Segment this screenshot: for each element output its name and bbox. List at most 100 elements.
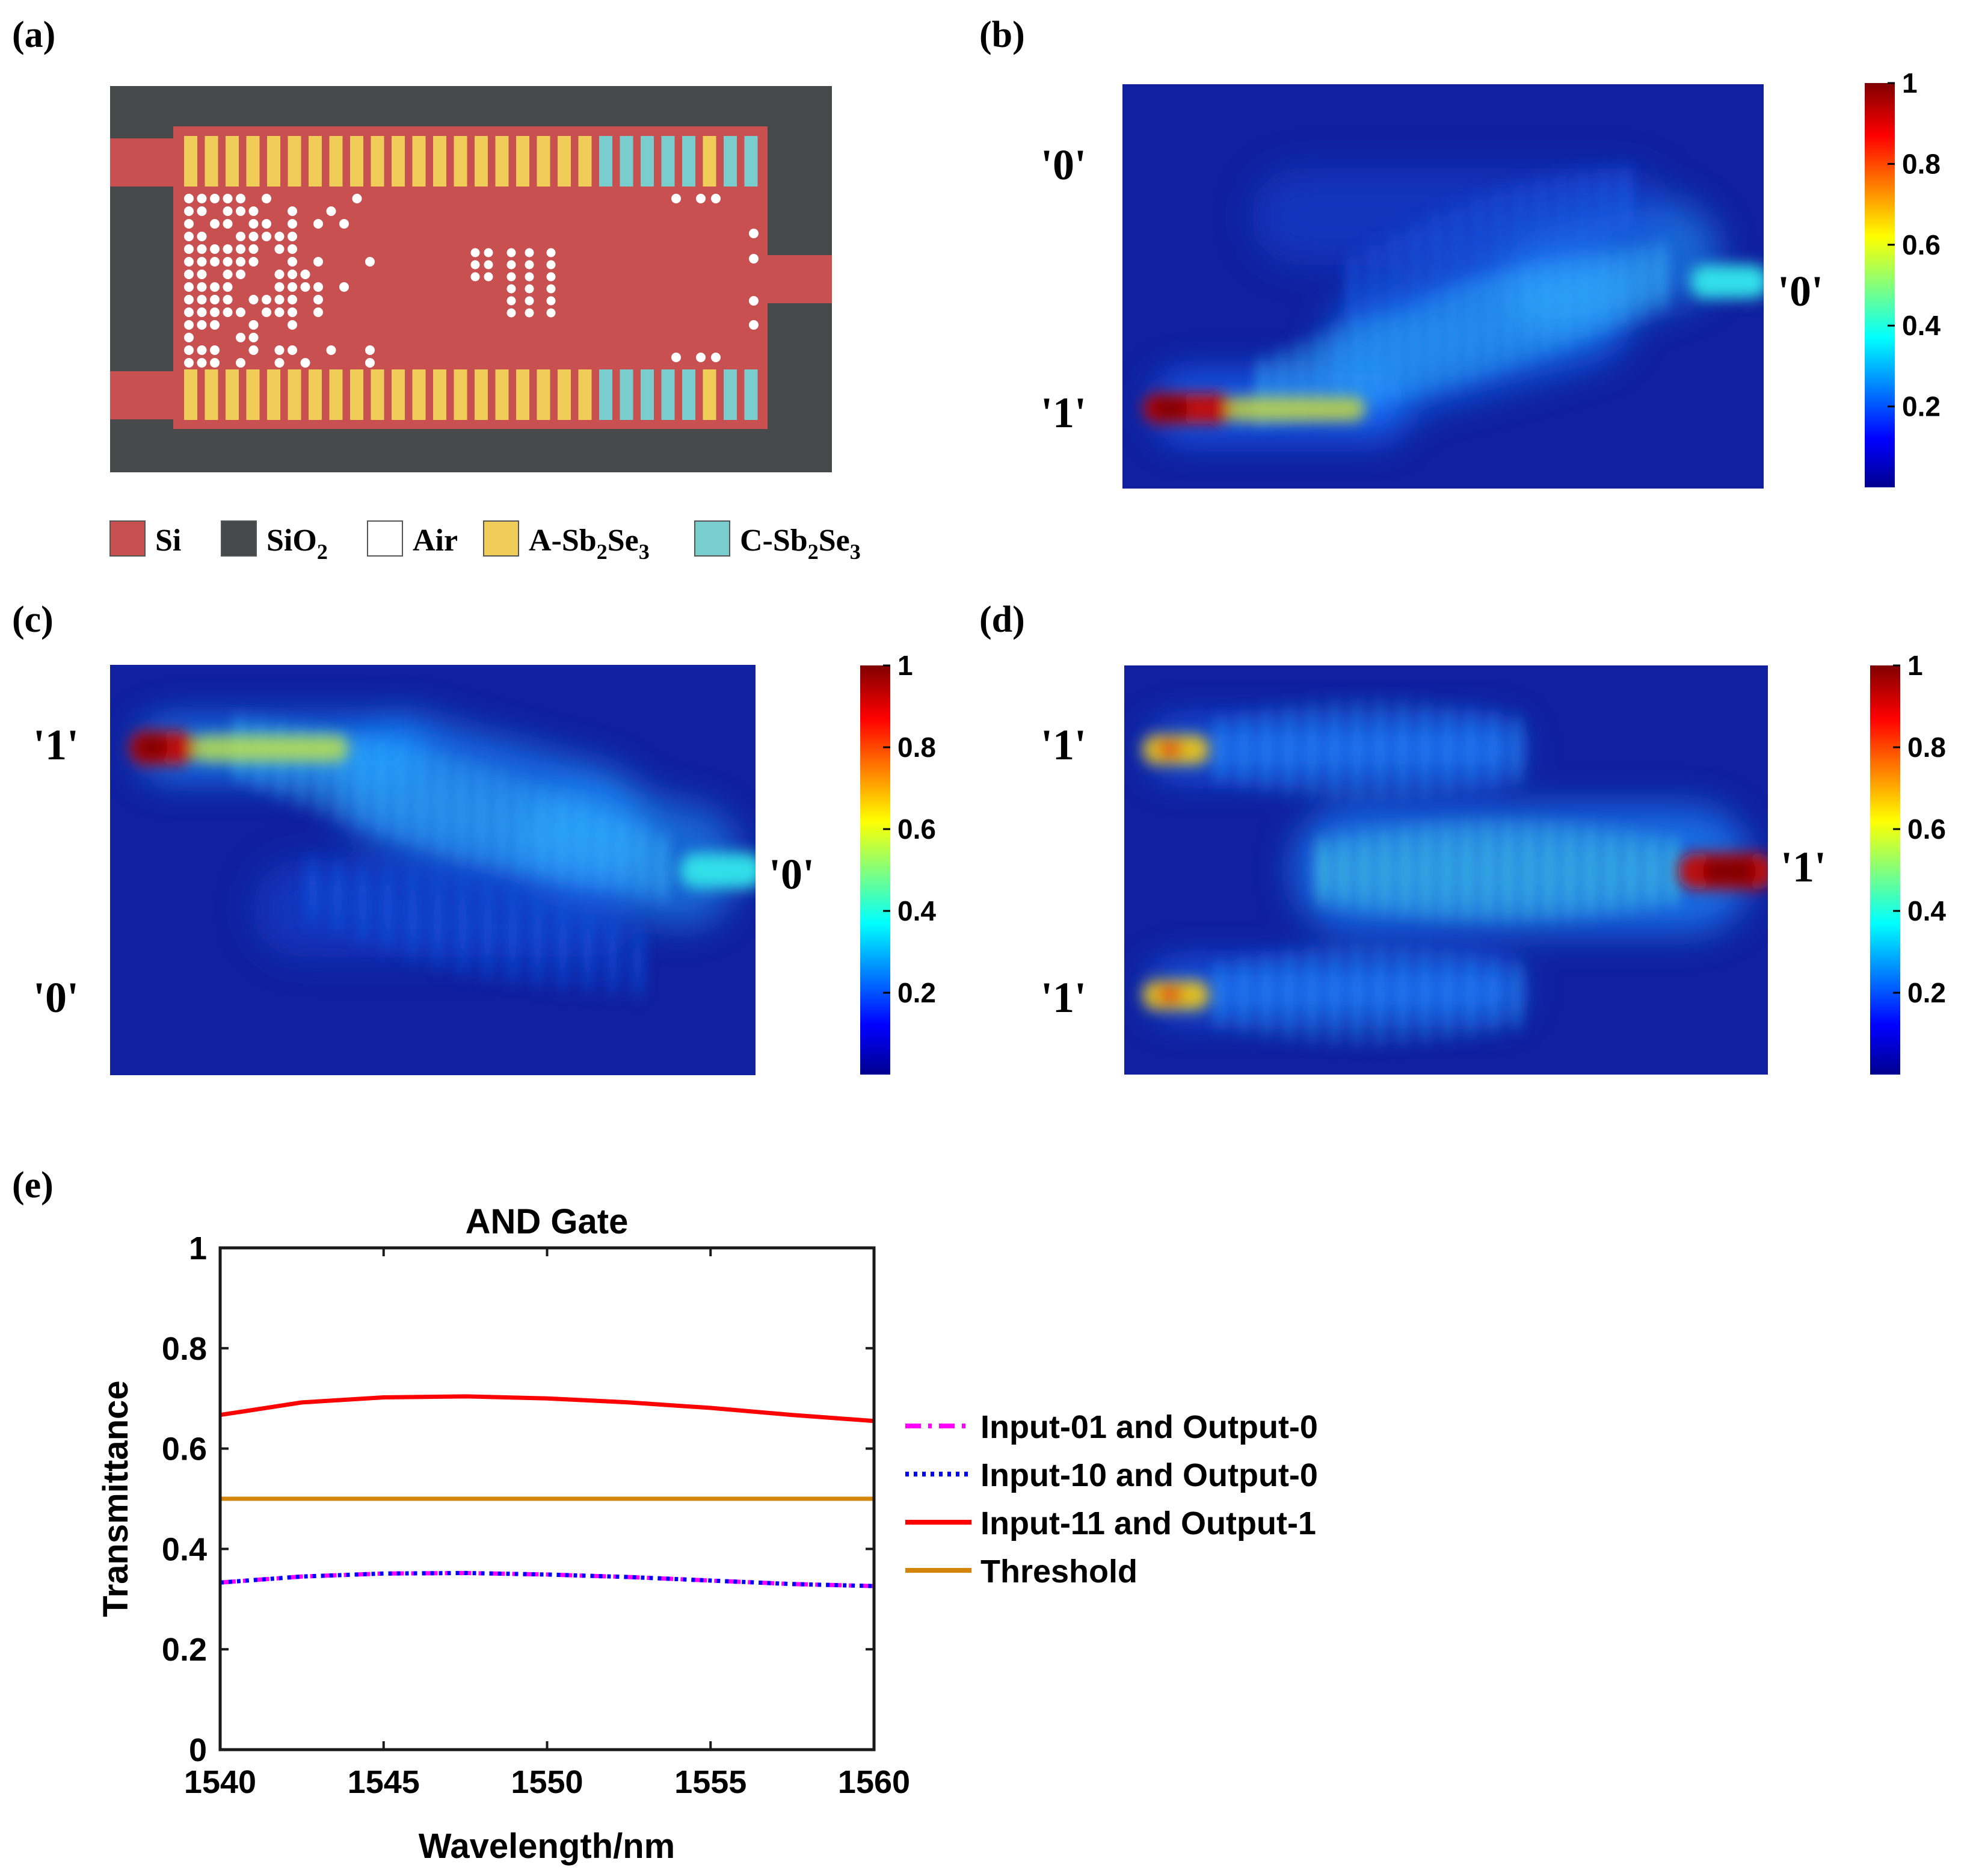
field-fringe xyxy=(1577,168,1588,258)
air-hole xyxy=(197,307,207,317)
pcm-strip xyxy=(475,136,488,187)
field-map-d xyxy=(1124,665,1768,1075)
air-hole xyxy=(274,307,285,317)
air-hole xyxy=(184,270,194,279)
field-fringe xyxy=(1584,822,1596,920)
field-fringe xyxy=(1238,954,1249,1036)
field-fringe xyxy=(1617,246,1628,329)
pcm-strip xyxy=(184,369,197,420)
colorbar-tick-label: 0.2 xyxy=(1907,977,1946,1008)
air-hole xyxy=(546,260,556,270)
pcm-strip xyxy=(495,369,509,420)
air-hole xyxy=(525,308,534,318)
pcm-strip xyxy=(350,136,363,187)
field-fringe xyxy=(1447,282,1458,391)
air-hole xyxy=(223,270,233,279)
field-fringe xyxy=(1314,330,1326,419)
field-fringe xyxy=(1535,175,1547,277)
field-fringe xyxy=(1523,818,1534,925)
pcm-strip xyxy=(620,369,633,420)
field-fringe xyxy=(1397,696,1408,803)
colorbar-tick-label: 0.2 xyxy=(897,977,936,1008)
port-label-b-top: '0' xyxy=(1041,141,1086,189)
legend-label-4: Threshold xyxy=(980,1554,1137,1590)
pcm-strip xyxy=(246,369,260,420)
air-hole xyxy=(711,353,721,362)
field-fringe xyxy=(656,830,667,903)
field-fringe xyxy=(1400,822,1411,920)
air-hole xyxy=(236,270,245,279)
field-fringe xyxy=(1352,696,1363,804)
pcm-strip xyxy=(558,136,571,187)
pcm-strips-top xyxy=(184,136,758,187)
air-hole xyxy=(184,232,194,241)
air-hole xyxy=(184,282,194,292)
pcm-strip xyxy=(558,369,571,420)
air-hole xyxy=(210,219,220,229)
air-hole xyxy=(484,260,493,270)
pcm-strip xyxy=(412,136,426,187)
field-fringe xyxy=(1397,942,1408,1049)
y-tick-label: 0.2 xyxy=(162,1632,207,1668)
field-fringe xyxy=(1619,162,1630,235)
air-hole xyxy=(525,272,534,282)
pcm-strip xyxy=(495,136,509,187)
air-hole xyxy=(248,345,259,355)
legend-swatch-c-sb2se3 xyxy=(694,520,730,557)
air-hole xyxy=(365,257,375,267)
y-tick-label: 1 xyxy=(189,1230,207,1267)
air-hole xyxy=(352,194,362,203)
air-hole xyxy=(749,254,759,264)
pcm-strip xyxy=(226,369,239,420)
field-fringe xyxy=(636,822,647,900)
colorbar-tick-label: 0.8 xyxy=(897,732,936,763)
air-hole xyxy=(274,345,285,355)
air-hole xyxy=(184,345,194,355)
pcm-strip xyxy=(620,136,633,187)
colorbar-tick-label: 0.6 xyxy=(897,813,936,845)
air-hole xyxy=(506,272,516,282)
pcm-strip xyxy=(329,136,343,187)
air-hole xyxy=(300,270,310,279)
air-hole xyxy=(546,272,556,282)
air-hole xyxy=(365,358,375,368)
air-hole xyxy=(197,282,207,292)
field-fringe xyxy=(1371,308,1382,409)
port-label-b-bottom: '1' xyxy=(1041,389,1086,437)
legend-label-1: Input-01 and Output-0 xyxy=(980,1409,1318,1445)
field-fringe xyxy=(1598,249,1609,338)
field-fringe xyxy=(1510,958,1521,1032)
pcm-strip xyxy=(246,136,260,187)
air-hole xyxy=(288,345,297,355)
pcm-strip xyxy=(516,136,529,187)
legend-label-si: Si xyxy=(155,523,181,558)
pcm-strip xyxy=(454,369,467,420)
air-hole xyxy=(223,257,233,267)
air-hole xyxy=(248,219,259,229)
field-fringe xyxy=(357,857,369,946)
air-hole xyxy=(210,320,220,330)
air-hole xyxy=(197,270,207,279)
field-fringe xyxy=(1410,220,1421,316)
field-fringe xyxy=(536,782,547,883)
air-hole xyxy=(300,282,310,292)
air-hole xyxy=(223,194,233,203)
field-fringe xyxy=(1352,941,1363,1049)
air-hole xyxy=(184,295,194,304)
air-hole xyxy=(236,358,245,368)
air-hole xyxy=(546,308,556,318)
pcm-strip xyxy=(267,136,280,187)
air-hole xyxy=(197,345,207,355)
air-hole xyxy=(210,194,220,203)
pcm-strip xyxy=(516,369,529,420)
field-fringe xyxy=(1485,272,1496,380)
pcm-strip xyxy=(309,136,322,187)
air-hole xyxy=(184,358,194,368)
pcm-strip xyxy=(371,369,384,420)
pcm-strip xyxy=(392,136,405,187)
air-hole xyxy=(525,296,534,306)
air-hole xyxy=(288,320,297,330)
legend-label-air: Air xyxy=(413,523,458,558)
panel-label-c: (c) xyxy=(12,599,54,640)
colorbar-tick-label: 1 xyxy=(897,650,913,681)
